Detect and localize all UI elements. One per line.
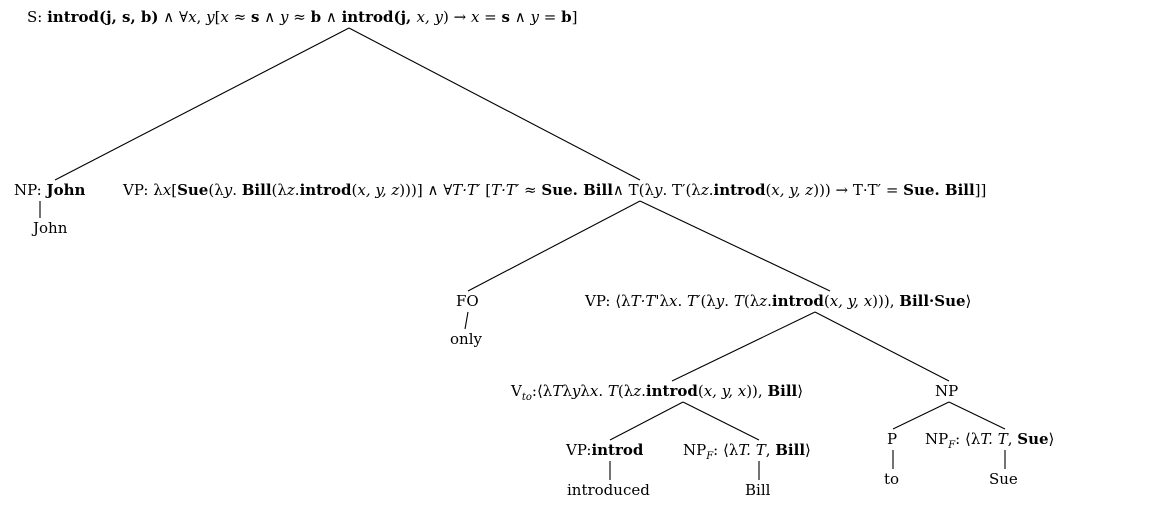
node-vp-mid: VP: ⟨λT·T'λx. T′(λy. T(λz.introd(x, y, x… [585,292,972,310]
node-v-to: Vto:⟨λTλyλx. T(λz.introd(x, y, x)), Bill… [511,382,804,403]
node-vp-introd: VP:introd [566,441,644,459]
node-np-john: NP: John [14,181,86,199]
node-fo: FO [456,292,479,310]
edge-vp_top-fo [467,200,641,292]
node-npf-bill: NPF: ⟨λT. T, Bill⟩ [683,441,811,462]
edge-vp_mid-np_right [814,311,950,382]
edge-np_right-npf_sue [948,401,1006,430]
node-npf-sue: NPF: ⟨λT. T, Sue⟩ [925,430,1055,451]
edge-vto-vp_introd [609,401,684,441]
edge-np_right-p [892,401,950,430]
leaf-to: to [884,470,900,488]
leaf-only: only [450,330,482,348]
root-node-s: S: introd(j, s, b) ∧ ∀x, y[x ≈ s ∧ y ≈ b… [27,8,578,26]
edge-vto-npf_bill [682,401,760,441]
edge-vp_top-vp_mid [639,200,831,292]
edge-fo-only_leaf [464,311,469,330]
leaf-john: John [33,219,68,237]
leaf-introduced: introduced [567,481,650,499]
node-vp-top: VP: λx[Sue(λy. Bill(λz.introd(x, y, z)))… [123,181,987,199]
node-np-right: NP [935,382,959,400]
edge-vp_mid-vto [671,311,816,382]
node-p: P [887,430,898,448]
edge-root-np_john [54,27,350,181]
leaf-bill: Bill [745,481,771,499]
edge-root-vp_top [348,27,641,181]
leaf-sue: Sue [989,470,1018,488]
